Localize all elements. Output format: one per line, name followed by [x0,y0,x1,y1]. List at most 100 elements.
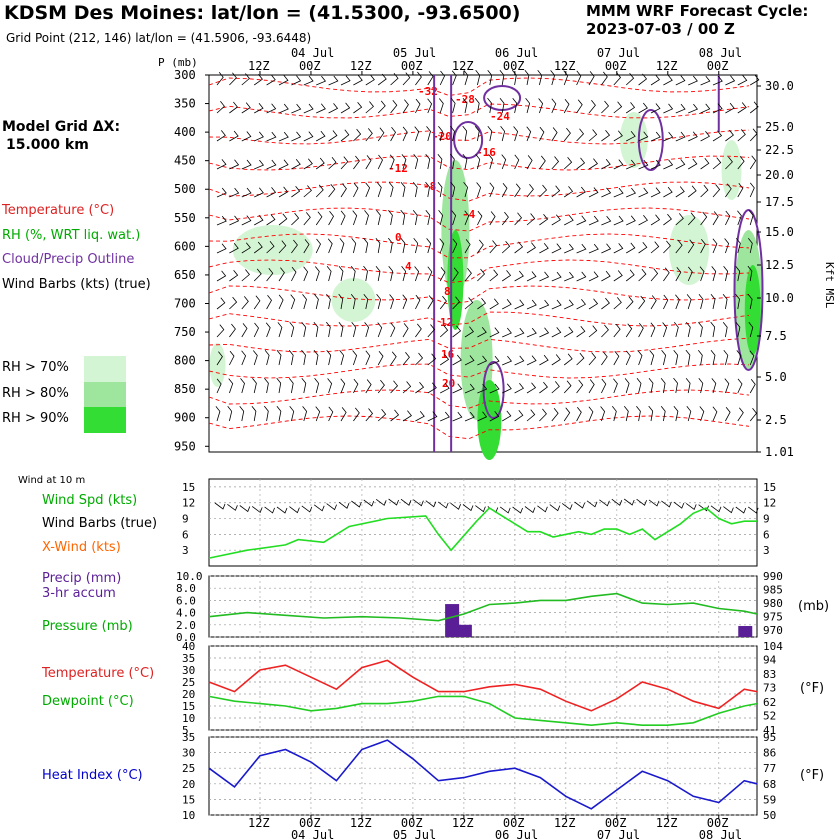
wind-barb [698,294,704,310]
surface-wind-barb [425,500,437,508]
surface-wind-barb [462,504,474,512]
pressure-tick-label: 600 [174,239,196,253]
wind-barb [613,323,621,338]
wind-barb [216,297,226,310]
surface-wind-barb [549,504,561,512]
wind-barb [303,75,314,86]
wind-barb [427,295,434,310]
wind-barb [340,183,347,198]
pressure-tick-label: 450 [174,154,196,168]
wind-barb [415,71,422,86]
heat-left-tick: 15 [182,793,195,806]
wind-barb [700,103,711,114]
wind-barb [712,238,718,254]
wind-barb [377,154,383,170]
wind-barb [290,294,296,310]
surface-wind-barb [239,505,251,513]
surface-wind-barb [214,502,226,510]
wind-barb [514,241,524,254]
pressure-right-tick: 980 [763,597,783,610]
wind-barb [489,383,500,394]
wind-barb [526,213,536,226]
bottom-time-tick: 00Z [401,816,423,830]
legend-temperature: Temperature (°C) [2,203,115,218]
wind-barb [477,297,487,310]
wind-barb [551,185,561,198]
wind-barb [537,70,543,86]
wind-barb [278,267,285,282]
wind-barb [216,71,224,86]
wind-barb [439,266,446,282]
temperature-contour-0 [208,77,750,96]
wind-barb [638,102,648,114]
wind-barb [625,242,636,254]
wind-barb [353,155,360,170]
wind-barb [315,184,324,198]
wind-barb [253,73,263,86]
wind-barb [501,270,512,282]
wind-barb [353,378,359,394]
precip-tick: 2.0 [176,619,196,632]
wind-barb [736,350,742,366]
wind-barb [539,381,548,394]
wind-barb [328,406,334,422]
wind-barb [426,238,432,254]
wind-barb [601,71,608,86]
wind-barb [439,324,449,338]
wind-barb [601,378,607,394]
surface-wind-barb [735,506,747,514]
wind-barb [613,101,623,114]
wind-barb [265,322,271,338]
heat-left-tick: 20 [182,778,195,791]
wind-barb [489,211,496,226]
wind-barb [340,75,351,86]
wind-barb [737,407,744,422]
wind-barb [390,322,396,338]
wind-barb [663,159,674,170]
wind-barb [712,103,723,114]
top-time-tick: 12Z [248,59,270,73]
kft-tick-label: 12.5 [765,258,794,272]
wind-barb [377,408,387,422]
wind-barb [450,181,456,198]
wind-right-tick: 15 [763,481,776,494]
temp-right-tick: 52 [763,709,776,722]
temp-left-tick: 40 [182,640,195,653]
wind-barb [638,187,649,198]
wind-barb [452,383,463,394]
wind-barb [613,351,620,366]
wind-barb [278,131,289,142]
wind-barb [673,377,678,394]
wind-barb [266,267,274,282]
wind-barb [216,351,223,366]
wind-barb [326,349,332,366]
pressure-tick-label: 400 [174,125,196,139]
wind-barb [749,408,758,422]
bottom-date-label: 06 Jul [495,828,538,840]
wind-barb [427,266,433,282]
temperature-contour-10 [208,337,750,353]
wind-barb [601,351,608,366]
wind-barb [241,296,249,310]
wind-barb [700,211,708,226]
wind-barb [365,408,374,422]
wind-barb [623,405,629,422]
wind-barb [376,182,382,198]
wind-barb [229,159,240,170]
wind-barb [526,382,537,394]
wind-barb [539,354,549,366]
wind-barb [477,383,488,394]
heat-right-tick: 68 [763,778,776,791]
wind-barb [402,410,412,422]
wind-barb [526,355,537,366]
wind-barb [400,181,406,198]
wind-barb [538,98,544,114]
wind-barb [390,73,399,86]
wind-barb [390,127,396,142]
temp-right-tick: 94 [763,653,777,666]
wind-barb [735,265,741,282]
wind-barb [723,350,729,366]
wind-barb [551,327,562,338]
wind-left-tick: 6 [182,528,189,541]
